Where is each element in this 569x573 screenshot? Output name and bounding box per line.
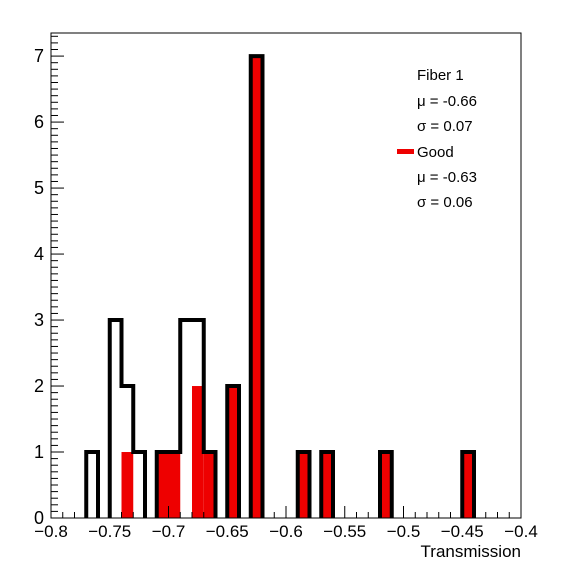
legend-fiber-mean: μ = -0.66 <box>417 93 477 110</box>
good-bar <box>297 452 310 518</box>
legend-good-mean: μ = -0.63 <box>417 169 477 186</box>
y-tick-label: 0 <box>34 508 44 528</box>
x-tick-label: −0.4 <box>504 522 538 541</box>
fiber-series-outline <box>84 54 476 518</box>
good-bar <box>380 452 392 518</box>
good-bar <box>156 452 169 518</box>
axis-ticks <box>50 35 522 519</box>
y-tick-label: 3 <box>34 310 44 330</box>
y-tick-label: 4 <box>34 244 44 264</box>
x-tick-label: −0.7 <box>152 522 186 541</box>
good-bar <box>192 386 204 518</box>
good-series-bars <box>121 56 474 518</box>
good-bar <box>121 452 134 518</box>
x-axis-title: Transmission <box>421 542 521 561</box>
legend-good-sigma: σ = 0.06 <box>417 194 473 211</box>
y-tick-label: 7 <box>34 46 44 66</box>
x-tick-label: −0.8 <box>34 522 68 541</box>
legend-good-label: Good <box>417 144 454 161</box>
x-tick-label: −0.55 <box>323 522 366 541</box>
x-tick-label: −0.5 <box>387 522 421 541</box>
good-bar <box>321 452 333 518</box>
good-bar <box>250 56 263 518</box>
good-bar <box>227 386 239 518</box>
y-tick-label: 1 <box>34 442 44 462</box>
legend-fiber-label: Fiber 1 <box>417 67 464 84</box>
x-tick-label: −0.65 <box>206 522 249 541</box>
y-tick-label: 5 <box>34 178 44 198</box>
legend: Fiber 1 μ = -0.66 σ = 0.07 Good μ = -0.6… <box>397 67 477 211</box>
legend-fiber-sigma: σ = 0.07 <box>417 118 473 135</box>
fiber-outline-path <box>84 54 476 518</box>
y-tick-label: 6 <box>34 112 44 132</box>
good-bar <box>168 452 181 518</box>
x-tick-label: −0.6 <box>269 522 303 541</box>
legend-good-swatch <box>397 149 414 154</box>
good-bar <box>462 452 474 518</box>
axis-tick-labels: −0.8 −0.75 −0.7 −0.65 −0.6 −0.55 −0.5 −0.45 −0.4… <box>34 46 538 541</box>
x-tick-label: −0.75 <box>88 522 131 541</box>
y-tick-label: 2 <box>34 376 44 396</box>
x-tick-label: −0.45 <box>441 522 484 541</box>
good-bar <box>203 452 216 518</box>
